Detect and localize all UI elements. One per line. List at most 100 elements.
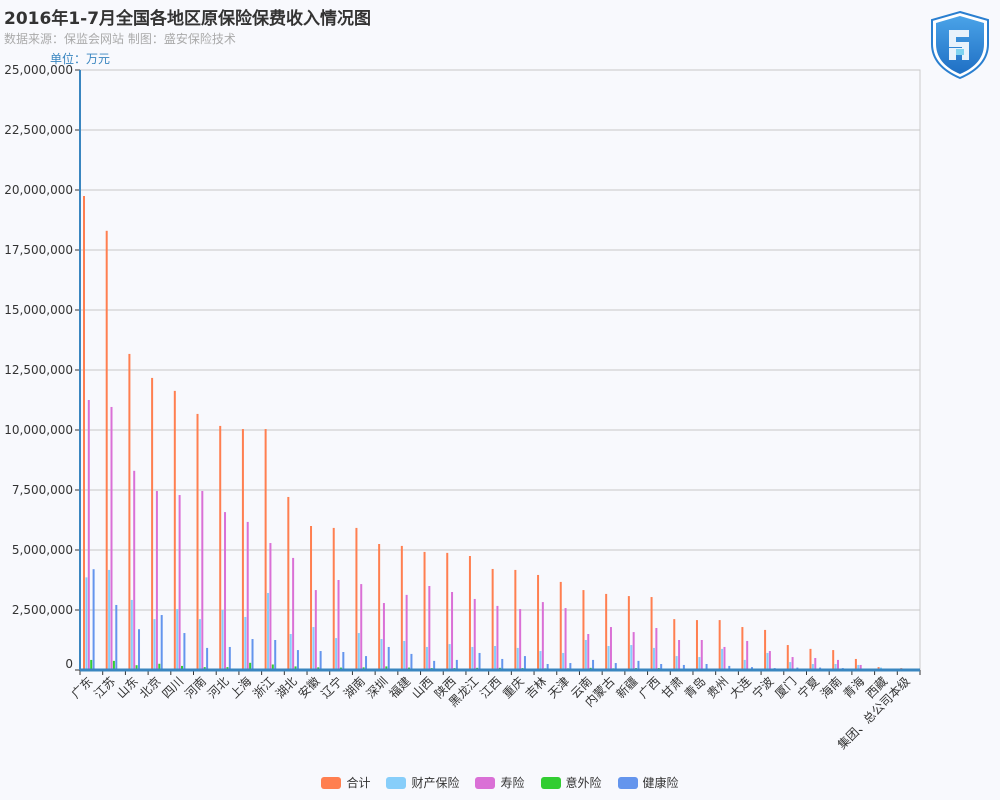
bar-财产保险-江西 <box>494 646 497 670</box>
shield-logo-icon <box>929 10 991 80</box>
x-tick-label: 重庆 <box>500 674 527 701</box>
y-tick-label: 2,500,000 <box>12 603 73 617</box>
bar-健康险-重庆 <box>523 656 526 670</box>
x-tick-label: 青岛 <box>681 674 709 702</box>
legend-label: 健康险 <box>642 776 679 790</box>
bar-寿险-安徽 <box>314 590 317 670</box>
legend-item-健康险[interactable]: 健康险 <box>617 774 679 791</box>
x-tick-label: 青海 <box>840 674 868 702</box>
x-tick-label: 山东 <box>114 674 141 701</box>
bar-健康险-浙江 <box>274 640 277 670</box>
bar-健康险-江苏 <box>115 604 118 670</box>
x-tick-label: 上海 <box>227 674 255 702</box>
bar-财产保险-湖北 <box>289 634 292 670</box>
bar-健康险-河南 <box>206 647 209 670</box>
bar-健康险-陕西 <box>455 659 458 670</box>
bar-寿险-福建 <box>405 594 408 670</box>
x-tick-label: 北京 <box>137 674 164 701</box>
bar-财产保险-河北 <box>221 610 224 670</box>
y-tick-label: 25,000,000 <box>4 63 73 77</box>
bar-寿险-北京 <box>155 490 158 670</box>
bar-合计-广西 <box>650 597 653 670</box>
bar-财产保险-宁波 <box>766 652 769 670</box>
y-tick-label: 10,000,000 <box>4 423 73 437</box>
legend-item-合计[interactable]: 合计 <box>321 774 370 791</box>
x-tick-label: 广东 <box>69 674 96 701</box>
bar-意外险-江苏 <box>112 660 115 670</box>
bar-寿险-河北 <box>224 512 227 670</box>
bar-合计-福建 <box>400 545 403 670</box>
x-tick-label: 湖北 <box>272 674 300 702</box>
bar-财产保险-浙江 <box>267 592 270 670</box>
x-tick-label: 宁波 <box>749 674 777 702</box>
chart-subtitle: 数据来源：保监会网站 制图：盛安保险技术 <box>4 32 236 46</box>
legend-swatch <box>540 776 561 789</box>
legend-swatch <box>386 776 407 789</box>
x-tick-label: 深圳 <box>364 674 391 701</box>
x-tick-label: 大连 <box>726 674 754 702</box>
bar-健康险-安徽 <box>319 651 322 670</box>
bar-财产保险-天津 <box>562 652 565 670</box>
chart-title: 2016年1-7月全国各地区原保险保费收入情况图 <box>4 9 372 29</box>
bar-健康险-福建 <box>410 653 413 670</box>
bar-健康险-上海 <box>251 639 254 670</box>
x-tick-label: 山西 <box>409 674 436 701</box>
bar-健康险-云南 <box>592 659 595 670</box>
bar-寿险-厦门 <box>791 657 794 670</box>
bar-财产保险-大连 <box>743 659 746 670</box>
bar-合计-四川 <box>173 390 176 670</box>
bar-财产保险-山西 <box>425 646 428 670</box>
bar-chart: 0 2,500,000 5,000,000 7,500,000 10,000,000 12… <box>4 63 921 752</box>
bar-财产保险-四川 <box>176 609 179 670</box>
x-tick-label: 河南 <box>181 674 209 702</box>
bar-合计-山东 <box>128 353 131 670</box>
x-tick-label: 贵州 <box>704 674 731 701</box>
bar-合计-青海 <box>854 658 857 670</box>
x-tick-label: 天津 <box>545 674 572 701</box>
y-tick-label: 0 <box>65 657 73 671</box>
bar-财产保险-广东 <box>85 577 88 670</box>
bar-财产保险-厦门 <box>789 662 792 670</box>
bar-健康险-湖北 <box>296 650 299 670</box>
bar-健康险-山东 <box>138 629 141 670</box>
bar-合计-陕西 <box>446 552 449 670</box>
x-tick-label: 新疆 <box>613 674 641 702</box>
bar-意外险-广东 <box>90 659 93 670</box>
bar-健康险-辽宁 <box>342 652 345 670</box>
bar-合计-云南 <box>582 590 585 670</box>
legend-item-意外险[interactable]: 意外险 <box>540 774 602 791</box>
bar-财产保险-贵州 <box>721 648 724 670</box>
bar-寿险-青海 <box>859 664 862 670</box>
bar-寿险-湖北 <box>292 557 295 670</box>
bar-寿险-辽宁 <box>337 580 340 670</box>
bar-财产保险-上海 <box>244 616 247 670</box>
bar-健康险-甘肃 <box>682 664 685 670</box>
bar-寿险-宁夏 <box>814 658 817 670</box>
bar-财产保险-江苏 <box>108 569 111 670</box>
unit-label: 单位：万元 <box>50 52 111 66</box>
y-tick-label: 12,500,000 <box>4 363 73 377</box>
bar-财产保险-青海 <box>857 664 860 670</box>
bar-财产保险-重庆 <box>516 647 519 670</box>
legend-item-寿险[interactable]: 寿险 <box>475 774 525 791</box>
x-tick-label: 江苏 <box>91 674 118 701</box>
bar-财产保险-北京 <box>153 619 156 670</box>
bar-合计-内蒙古 <box>605 593 608 670</box>
x-tick-label: 宁夏 <box>794 674 822 702</box>
bar-寿险-江西 <box>496 605 499 670</box>
bar-寿险-广东 <box>87 400 90 670</box>
bar-合计-贵州 <box>718 620 721 670</box>
bar-意外险-湖北 <box>294 666 297 670</box>
bar-健康险-山西 <box>433 660 436 670</box>
bar-财产保险-安徽 <box>312 627 315 670</box>
bar-财产保险-海南 <box>834 664 837 670</box>
bar-健康险-黑龙江 <box>478 652 481 670</box>
bar-寿险-浙江 <box>269 543 272 670</box>
bar-意外险-山东 <box>135 665 138 670</box>
bar-合计-新疆 <box>627 596 630 670</box>
legend-swatch <box>321 776 342 789</box>
bar-意外险-上海 <box>249 662 252 670</box>
bar-健康险-新疆 <box>637 660 640 670</box>
bar-财产保险-新疆 <box>630 645 633 670</box>
legend-item-财产保险[interactable]: 财产保险 <box>386 774 459 791</box>
